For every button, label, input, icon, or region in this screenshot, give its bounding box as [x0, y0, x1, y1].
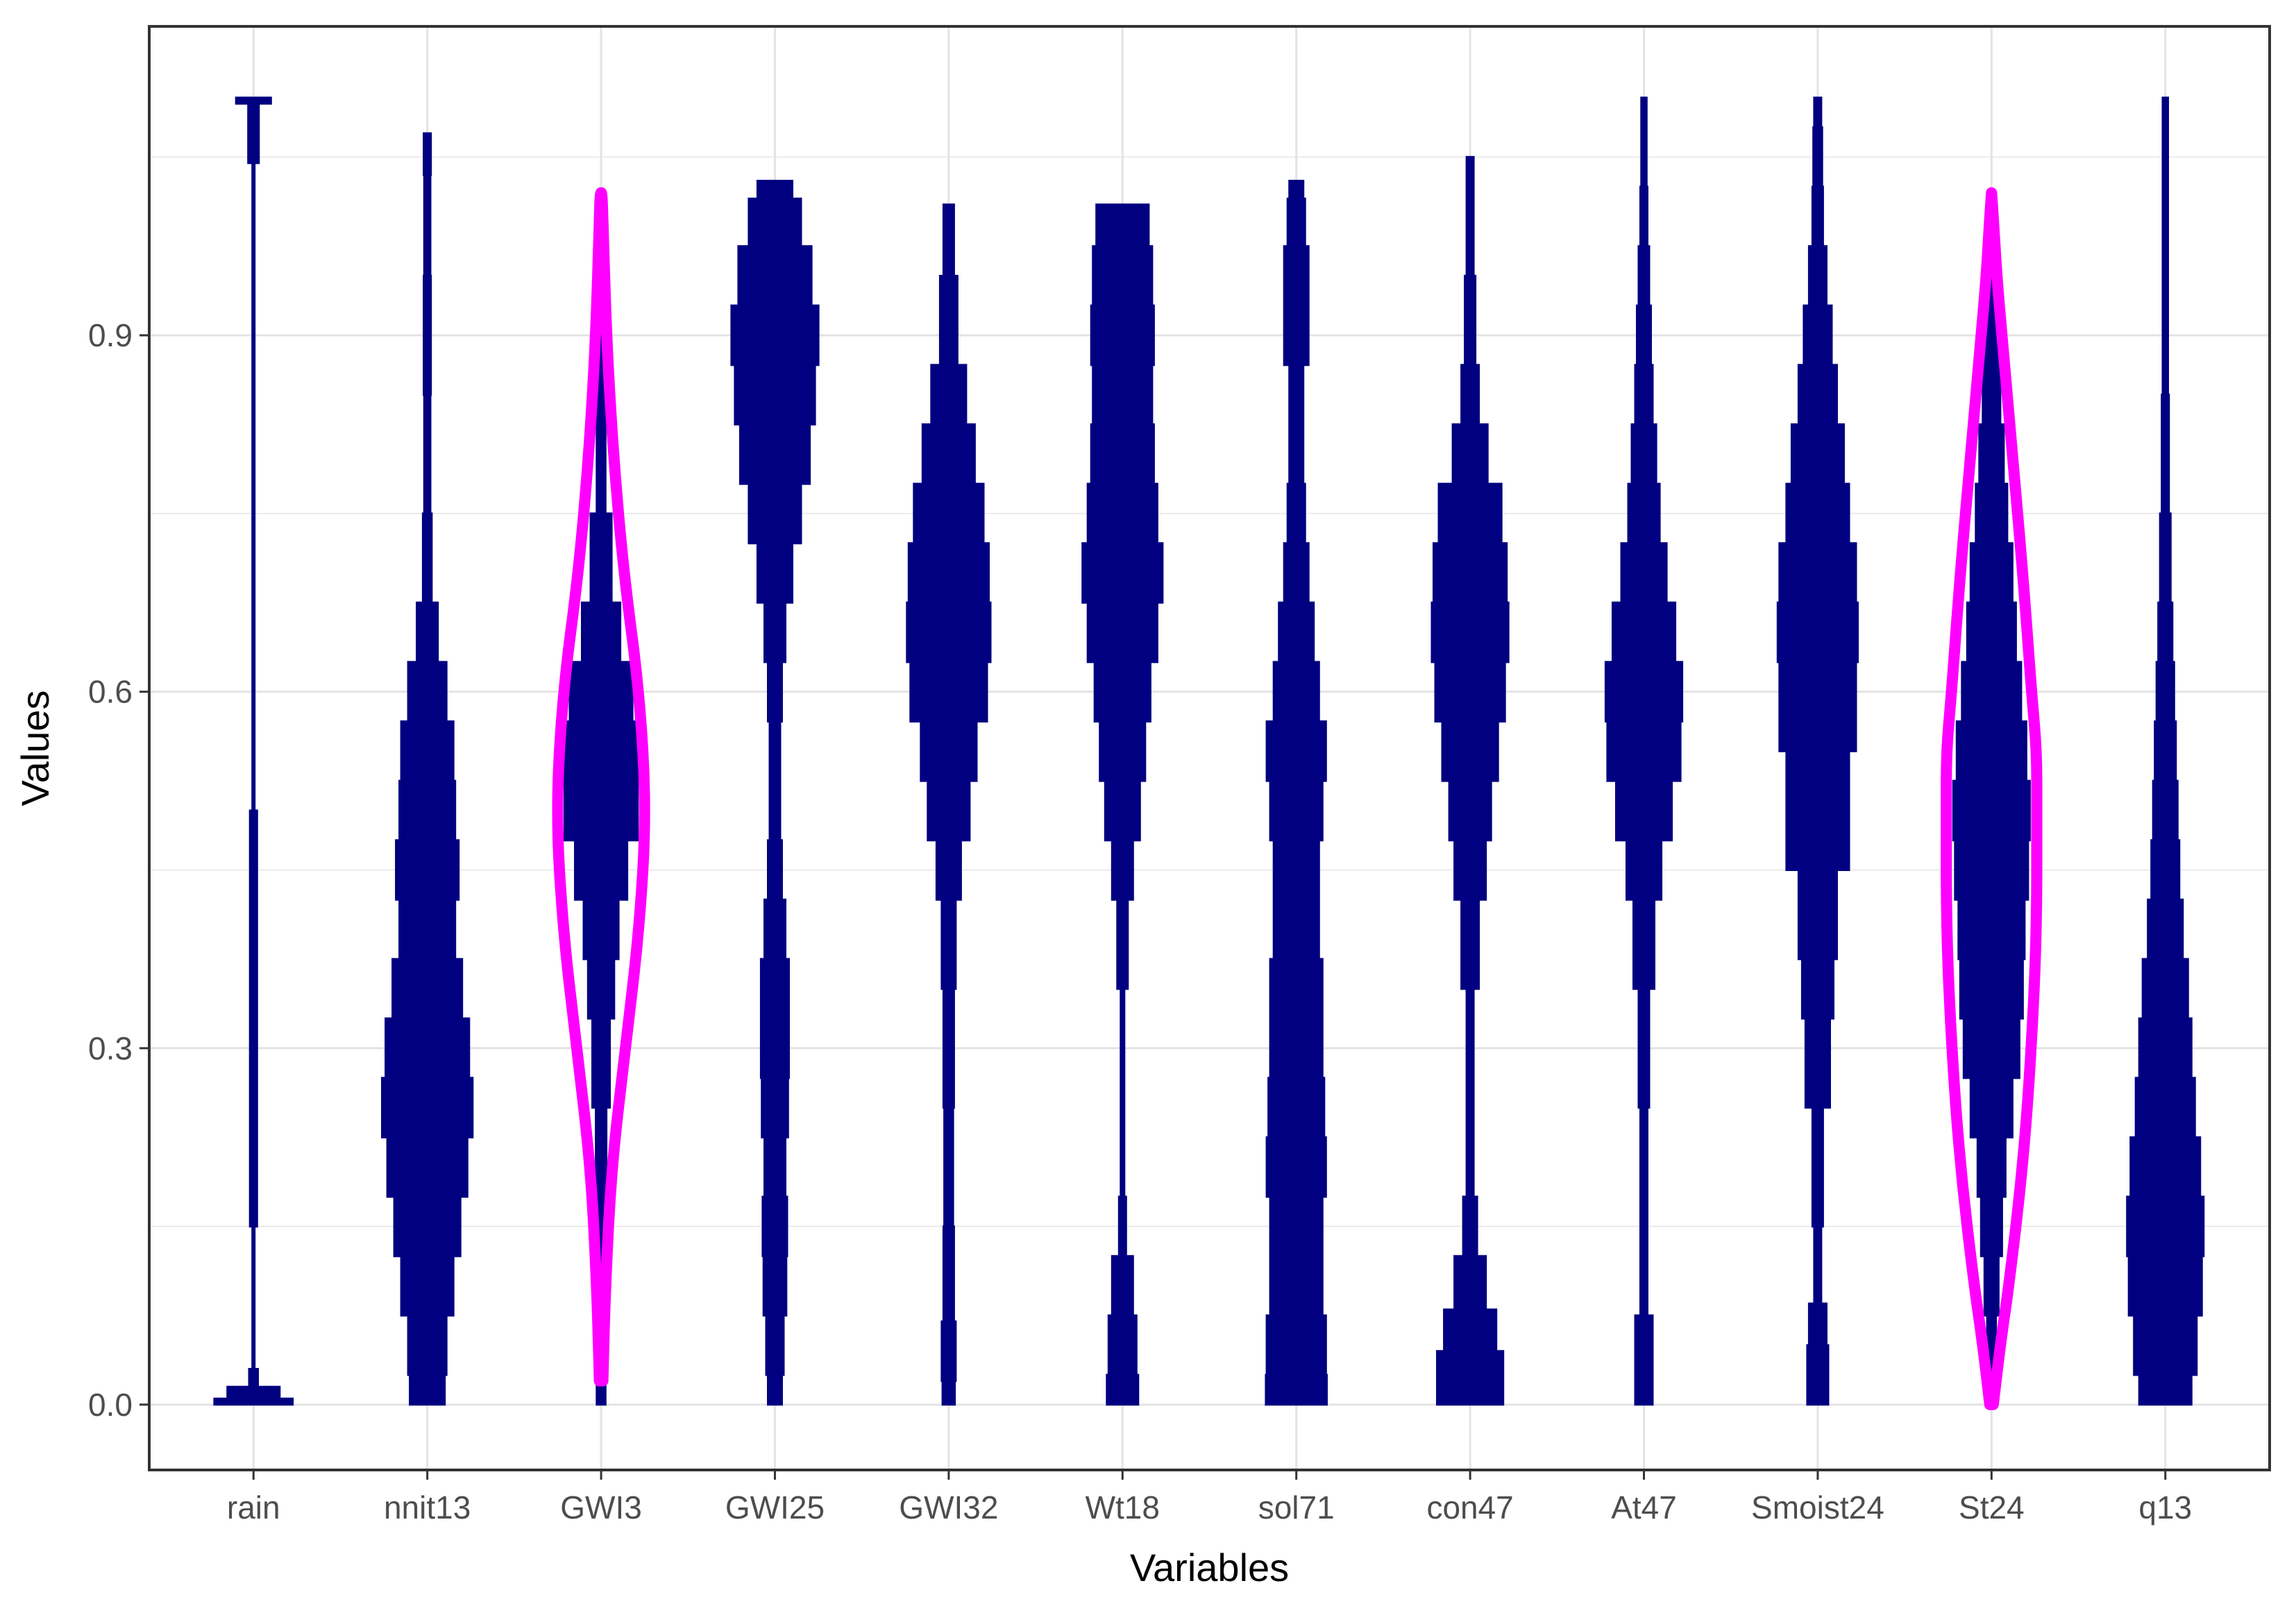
y-tick-label: 0.3: [88, 1030, 133, 1066]
x-tick-label: rain: [227, 1489, 280, 1525]
x-tick-label: GWI3: [560, 1489, 642, 1525]
x-tick-label: con47: [1426, 1489, 1513, 1525]
panel-border: [148, 25, 2271, 1471]
highlight-outline-st24: [1941, 187, 2043, 1410]
x-tick-label: nnit13: [384, 1489, 471, 1525]
x-axis: rain nnit13 GWI3 GWI25 GWI32 Wt18 sol71 con47 At…: [227, 1470, 2192, 1525]
violin-rain: [213, 96, 294, 1406]
violin-con47: [1430, 155, 1510, 1406]
violin-series: [213, 96, 2205, 1406]
x-tick-label: GWI32: [899, 1489, 998, 1525]
violin-nnit13: [381, 132, 474, 1406]
x-tick-label: GWI25: [725, 1489, 825, 1525]
minor-gridlines: [149, 156, 2270, 1228]
x-tick-label: Wt18: [1086, 1489, 1160, 1525]
x-tick-label: sol71: [1258, 1489, 1335, 1525]
violin-wt18: [1081, 203, 1164, 1406]
y-tick-label: 0.6: [88, 674, 133, 710]
x-tick-label: Smoist24: [1751, 1489, 1884, 1525]
highlight-outline-gwi3: [552, 187, 650, 1387]
y-axis: 0.0 0.3 0.6 0.9: [88, 317, 149, 1423]
violin-at47: [1604, 96, 1684, 1406]
violin-q13: [2126, 96, 2205, 1406]
highlight-outlines: [552, 187, 2043, 1410]
x-axis-title: Variables: [1130, 1546, 1289, 1589]
violin-smoist24: [1776, 96, 1859, 1406]
y-axis-title: Values: [13, 690, 57, 806]
x-tick-label: St24: [1959, 1489, 2025, 1525]
y-tick-label: 0.9: [88, 317, 133, 353]
x-tick-label: At47: [1611, 1489, 1677, 1525]
y-tick-label: 0.0: [88, 1387, 133, 1423]
violin-gwi25: [730, 180, 820, 1406]
violin-gwi32: [906, 203, 992, 1406]
x-tick-label: q13: [2138, 1489, 2192, 1525]
violin-sol71: [1265, 180, 1328, 1406]
